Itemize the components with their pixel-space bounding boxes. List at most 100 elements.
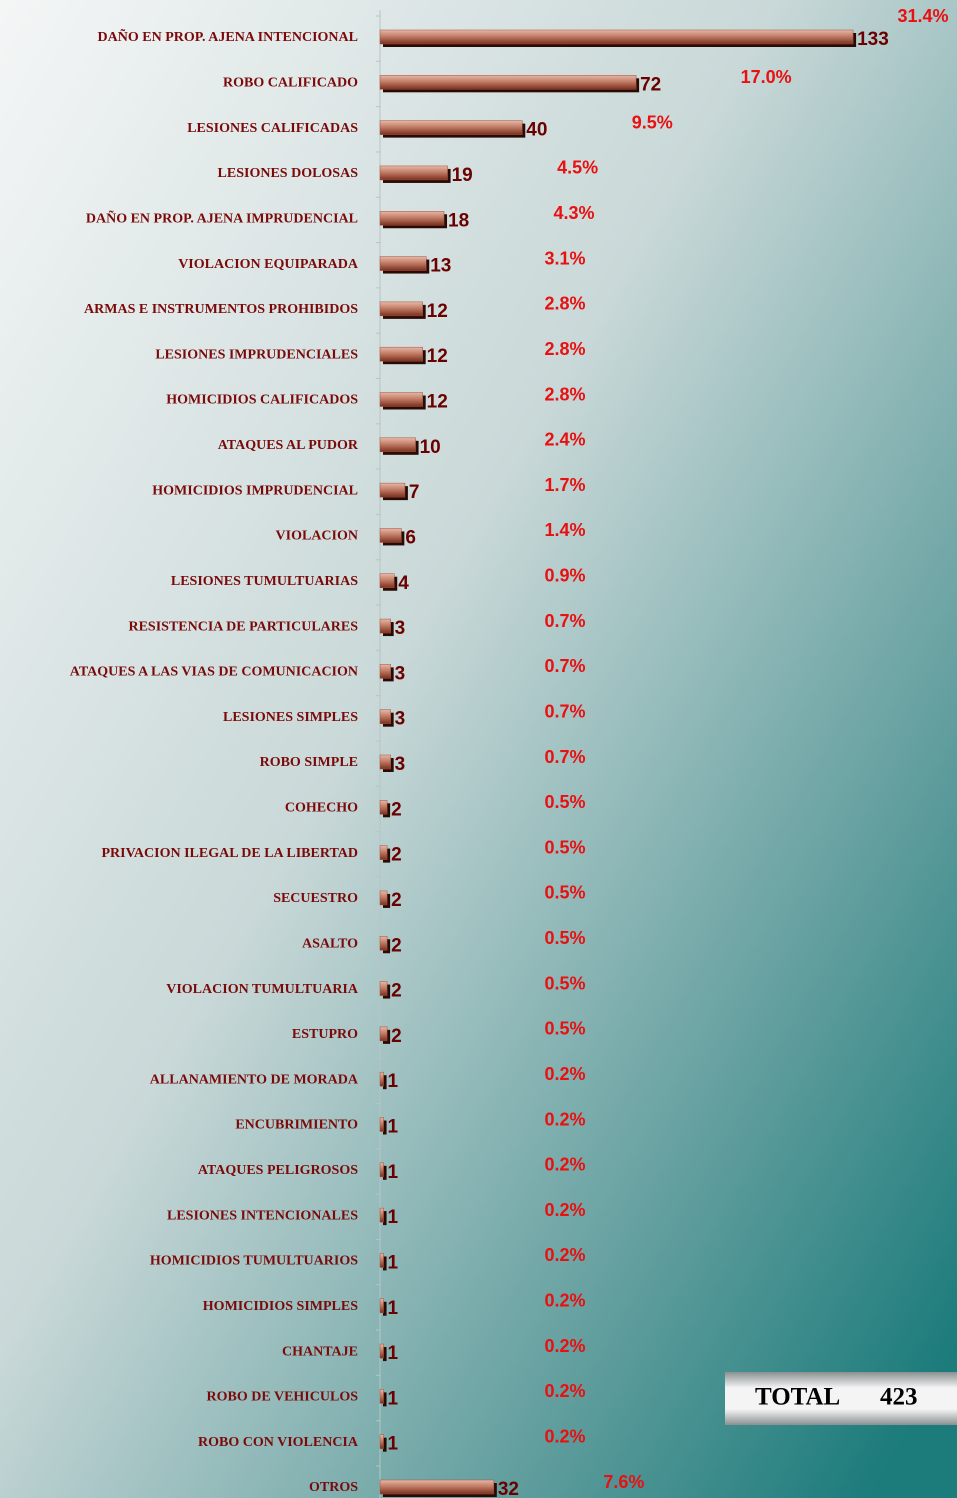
percent-label: 0.2% <box>544 1291 585 1311</box>
bar <box>379 618 391 634</box>
percent-label: 3.1% <box>544 248 585 268</box>
category-label: LESIONES INTENCIONALES <box>167 1208 358 1223</box>
bar <box>379 1026 388 1042</box>
bar <box>379 528 402 543</box>
value-label: 72 <box>640 74 661 95</box>
percent-label: 0.2% <box>544 1200 585 1220</box>
percent-label: 4.3% <box>554 203 595 223</box>
category-label: OTROS <box>309 1480 358 1495</box>
bar <box>379 1479 495 1495</box>
value-label: 19 <box>452 165 473 186</box>
percent-label: 0.7% <box>544 611 585 631</box>
category-label: ENCUBRIMIENTO <box>235 1118 358 1133</box>
bar <box>379 346 423 362</box>
value-label: 2 <box>391 845 402 866</box>
category-label: ALLANAMIENTO DE MORADA <box>150 1072 359 1087</box>
bar <box>379 845 388 860</box>
total-value: 423 <box>880 1384 918 1411</box>
percent-label: 2.4% <box>544 430 585 450</box>
value-label: 18 <box>448 210 469 231</box>
category-label: ATAQUES AL PUDOR <box>218 438 359 453</box>
percent-label: 0.2% <box>544 1381 585 1401</box>
category-label: PRIVACION ILEGAL DE LA LIBERTAD <box>102 846 359 861</box>
percent-label: 2.8% <box>544 339 585 359</box>
category-label: LESIONES CALIFICADAS <box>187 121 358 136</box>
bar <box>379 754 391 770</box>
category-label: VIOLACION TUMULTUARIA <box>166 982 359 997</box>
bar <box>379 75 637 90</box>
percent-label: 0.5% <box>544 973 585 993</box>
value-label: 40 <box>526 120 547 141</box>
bar <box>379 1389 384 1404</box>
category-label: COHECHO <box>285 801 358 816</box>
percent-label: 31.4% <box>897 6 948 26</box>
value-label: 133 <box>857 29 889 50</box>
category-label: ARMAS E INSTRUMENTOS PROHIBIDOS <box>84 302 358 317</box>
bar <box>379 392 423 407</box>
value-label: 1 <box>388 1162 399 1183</box>
value-label: 3 <box>395 709 406 730</box>
value-label: 1 <box>388 1252 399 1273</box>
bar <box>379 1117 384 1132</box>
bar <box>379 1298 384 1313</box>
category-label: ASALTO <box>302 936 358 951</box>
value-label: 13 <box>430 256 451 277</box>
bar-shadow <box>383 1392 387 1407</box>
bar <box>379 211 445 226</box>
value-label: 1 <box>388 1071 399 1092</box>
bar <box>379 1253 384 1268</box>
bar <box>379 1207 384 1223</box>
bar <box>379 800 388 815</box>
percent-label: 1.4% <box>544 520 585 540</box>
bar <box>379 890 388 906</box>
value-label: 32 <box>498 1479 519 1498</box>
value-label: 1 <box>388 1207 399 1228</box>
category-label: VIOLACION <box>276 529 358 544</box>
category-label: LESIONES SIMPLES <box>223 710 358 725</box>
value-label: 1 <box>388 1117 399 1138</box>
percent-label: 7.6% <box>603 1472 644 1492</box>
bar <box>379 482 406 498</box>
percent-label: 0.2% <box>544 1336 585 1356</box>
category-label: VIOLACION EQUIPARADA <box>178 257 359 272</box>
bar-shadow <box>383 1437 387 1452</box>
bar <box>379 1162 384 1178</box>
category-label: CHANTAJE <box>282 1344 358 1359</box>
value-label: 3 <box>395 754 406 775</box>
bar-shadow <box>383 1075 387 1090</box>
category-label: HOMICIDIOS TUMULTUARIOS <box>150 1254 358 1269</box>
percent-label: 0.2% <box>544 1064 585 1084</box>
percent-label: 0.9% <box>544 566 585 586</box>
value-label: 2 <box>391 935 402 956</box>
value-label: 4 <box>398 573 409 594</box>
total-box <box>725 1372 957 1425</box>
percent-label: 0.7% <box>544 747 585 767</box>
value-label: 12 <box>427 346 448 367</box>
category-label: LESIONES TUMULTUARIAS <box>171 574 358 589</box>
bar <box>379 664 391 679</box>
percent-label: 0.5% <box>544 792 585 812</box>
value-label: 2 <box>391 799 402 820</box>
bar-shadow <box>383 1301 387 1316</box>
value-label: 3 <box>395 663 406 684</box>
category-label: ROBO SIMPLE <box>260 755 358 770</box>
bar <box>379 573 395 588</box>
category-label: ROBO DE VEHICULOS <box>207 1390 359 1405</box>
value-label: 1 <box>388 1298 399 1319</box>
value-label: 10 <box>420 437 441 458</box>
bar <box>379 301 423 317</box>
category-label: HOMICIDIOS CALIFICADOS <box>166 393 358 408</box>
bar <box>379 981 388 996</box>
percent-label: 0.5% <box>544 837 585 857</box>
value-label: 2 <box>391 890 402 911</box>
percent-label: 17.0% <box>741 67 792 87</box>
bar <box>379 1071 384 1087</box>
percent-label: 0.5% <box>544 928 585 948</box>
value-label: 12 <box>427 301 448 322</box>
value-label: 2 <box>391 1026 402 1047</box>
bar <box>379 120 523 135</box>
value-label: 7 <box>409 482 420 503</box>
category-label: LESIONES DOLOSAS <box>218 166 359 181</box>
